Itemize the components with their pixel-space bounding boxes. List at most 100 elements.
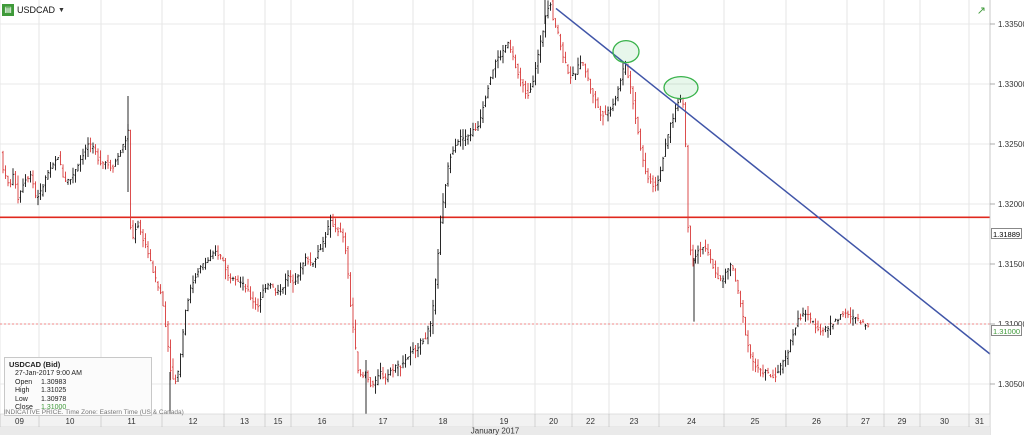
ohlc-bar	[494, 59, 497, 78]
x-tick-label: 12	[189, 417, 198, 426]
ohlc-bar	[159, 284, 162, 295]
ohlc-bar	[296, 274, 300, 284]
ohlc-bar	[861, 319, 865, 324]
ohlc-bar	[111, 164, 115, 173]
trend-line	[555, 7, 991, 355]
x-tick-label: 17	[379, 417, 388, 426]
ohlc-bar	[229, 273, 232, 284]
ohlc-bar	[634, 92, 637, 125]
x-tick-label: 23	[630, 417, 639, 426]
ohlc-bar	[426, 325, 430, 345]
ohlc-bar	[754, 358, 757, 373]
ohlc-bar	[536, 49, 540, 74]
ohlc-bar	[399, 365, 402, 377]
x-tick-label: 30	[940, 417, 949, 426]
ohlc-bar	[584, 63, 587, 78]
ohlc-bar	[326, 220, 330, 236]
ohlc-bar	[166, 321, 170, 352]
ohlc-bar	[631, 86, 635, 110]
price-label-resistance: 1.31889	[991, 228, 1022, 239]
highlight-ellipse	[612, 39, 640, 64]
ohlc-bar	[761, 364, 765, 378]
ohlc-bar	[819, 324, 822, 336]
ohlc-bar	[716, 266, 720, 280]
ohlc-bar	[351, 297, 355, 333]
legend-row-low: Low 1.30978	[15, 395, 67, 403]
ohlc-bar	[569, 66, 572, 84]
ohlc-bar	[549, 2, 552, 11]
ohlc-bar	[46, 169, 50, 180]
ohlc-bar	[254, 297, 257, 310]
ohlc-bar	[121, 143, 125, 154]
ohlc-bar	[719, 275, 722, 282]
ohlc-bar	[416, 343, 420, 358]
ohlc-bar	[669, 122, 672, 143]
ohlc-bar	[396, 360, 400, 377]
ohlc-bar	[104, 161, 107, 170]
ohlc-bar	[794, 327, 797, 336]
x-tick-label: 16	[318, 417, 327, 426]
ohlc-bar	[459, 129, 462, 147]
x-tick-label: 19	[500, 417, 509, 426]
y-tick-label: 1.30500	[998, 380, 1024, 389]
ohlc-bar	[144, 233, 147, 249]
ohlc-bar	[644, 152, 647, 175]
ohlc-bar	[194, 273, 197, 284]
x-tick-label: 13	[240, 417, 249, 426]
ohlc-bar	[239, 276, 242, 288]
ohlc-bar	[204, 257, 207, 270]
ohlc-bar	[414, 345, 417, 359]
ohlc-bar	[91, 142, 95, 154]
y-axis: 1.30500 1.31000 1.31500 1.32000 1.32500 1.330…	[989, 0, 1024, 435]
ohlc-bar	[434, 278, 437, 315]
ohlc-bar	[316, 245, 320, 260]
ohlc-bar	[24, 174, 27, 188]
y-tick-label: 1.31500	[998, 260, 1024, 269]
ohlc-bar	[714, 260, 717, 278]
ohlc-bar	[346, 246, 350, 279]
legend-datetime: 27-Jan-2017 9:00 AM	[15, 370, 82, 377]
caret-down-icon[interactable]: ▼	[58, 6, 65, 14]
ohlc-bar	[329, 214, 332, 238]
ohlc-bar	[384, 373, 387, 385]
ohlc-bar	[839, 314, 842, 320]
ohlc-bar	[249, 286, 252, 301]
ohlc-bar	[66, 178, 70, 185]
ohlc-bar	[606, 106, 610, 122]
price-levels	[0, 216, 990, 325]
ohlc-bar	[651, 175, 655, 193]
ohlc-bar	[394, 364, 397, 373]
annotations	[555, 7, 991, 355]
ohlc-bar	[246, 278, 250, 292]
ohlc-bar	[799, 313, 802, 321]
ohlc-bar	[299, 262, 302, 281]
ohlc-bar	[464, 129, 467, 147]
indicative-price-note: INDICATIVE PRICE. Time Zone: Eastern Tim…	[4, 409, 184, 416]
ohlc-bar	[191, 275, 195, 294]
ohlc-bar	[14, 171, 17, 189]
ohlc-bar	[81, 148, 85, 165]
ohlc-bar	[849, 307, 852, 324]
ohlc-bar	[16, 175, 20, 204]
symbol-selector[interactable]: ▤ USDCAD ▼	[2, 3, 65, 17]
ohlc-bar	[476, 121, 480, 131]
x-tick-label: 22	[586, 417, 595, 426]
ohlc-bar	[236, 275, 240, 282]
arrow-up-right-icon[interactable]: ↗	[976, 5, 986, 17]
ohlc-bar	[686, 144, 690, 233]
ohlc-bar	[854, 317, 857, 324]
ohlc-bar	[779, 362, 782, 376]
ohlc-bar	[224, 257, 227, 280]
ohlc-bar	[831, 324, 835, 330]
ohlc-bar	[51, 162, 55, 169]
ohlc-bar	[836, 318, 840, 325]
symbol-label: USDCAD	[17, 5, 56, 15]
ohlc-bar	[301, 262, 305, 275]
x-tick-label: 31	[975, 417, 984, 426]
ohlc-bar	[34, 181, 37, 199]
ohlc-bar	[804, 309, 807, 322]
ohlc-bar	[219, 253, 222, 260]
ohlc-bar	[134, 223, 137, 244]
ohlc-bar	[589, 78, 592, 94]
